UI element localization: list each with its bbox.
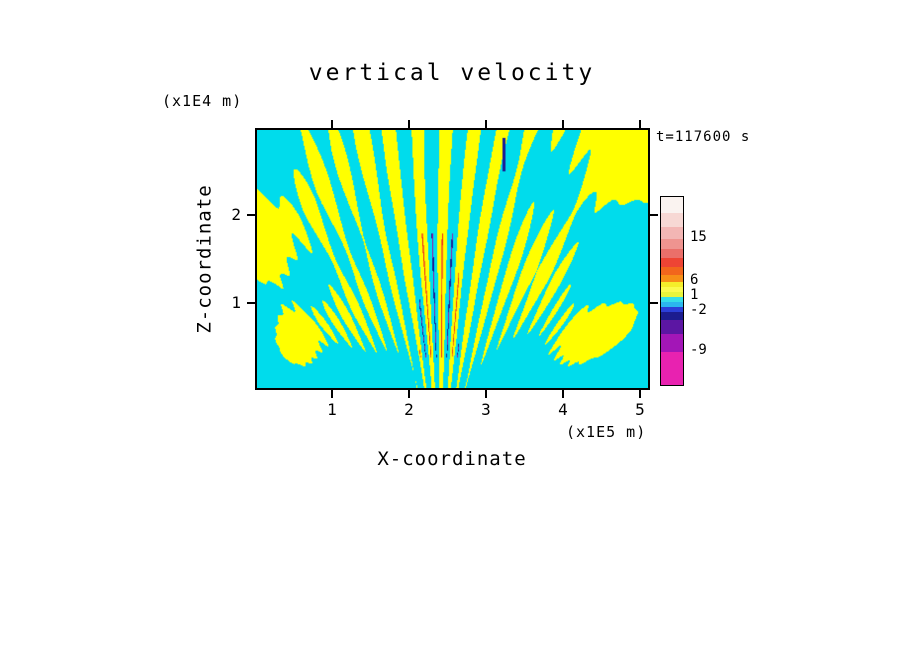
colorbar-segment (661, 307, 683, 312)
x-tick-top (638, 120, 641, 128)
colorbar-segment (661, 267, 683, 275)
chart-title: vertical velocity (308, 60, 596, 86)
y-tick-left (247, 214, 255, 217)
plot-area (255, 128, 650, 390)
y-axis-unit: (x1E4 m) (162, 92, 243, 110)
x-tick-top (330, 120, 333, 128)
x-tick-top (407, 120, 410, 128)
y-tick-left (247, 301, 255, 304)
colorbar-segment (661, 292, 683, 297)
colorbar-segment (661, 282, 683, 287)
colorbar-segment (661, 334, 683, 352)
y-tick-label: 1 (231, 292, 241, 312)
colorbar-segment (661, 302, 683, 307)
x-tick-bottom (561, 390, 564, 398)
y-tick-right (650, 214, 658, 217)
colorbar-segment (661, 320, 683, 334)
colorbar-level-label: -9 (690, 342, 707, 358)
x-tick-label: 1 (327, 400, 337, 419)
colorbar-level-label: 6 (690, 272, 699, 288)
colorbar-segment (661, 249, 683, 258)
x-tick-bottom (407, 390, 410, 398)
x-tick-label: 4 (558, 400, 568, 419)
colorbar-level-label: 15 (690, 229, 707, 245)
colorbar-segment (661, 213, 683, 227)
colorbar-segment (661, 227, 683, 239)
colorbar-segment (661, 275, 683, 282)
y-tick-right (650, 301, 658, 304)
x-tick-top (561, 120, 564, 128)
y-tick-label: 2 (231, 205, 241, 225)
colorbar-segment (661, 197, 683, 213)
colorbar (660, 196, 684, 386)
colorbar-level-label: -2 (690, 302, 707, 318)
x-tick-bottom (484, 390, 487, 398)
y-axis-label: Z-coordinate (188, 128, 222, 390)
colorbar-level-label: 1 (690, 287, 699, 303)
colorbar-segment (661, 312, 683, 320)
velocity-field-heatmap (257, 130, 648, 388)
y-axis-label-text: Z-coordinate (194, 184, 216, 334)
colorbar-segment (661, 239, 683, 249)
colorbar-segment (661, 352, 683, 385)
x-axis-label: X-coordinate (377, 448, 527, 470)
x-axis-unit: (x1E5 m) (566, 423, 647, 441)
colorbar-segment (661, 287, 683, 292)
x-tick-label: 2 (404, 400, 414, 419)
timestamp-annotation: t=117600 s (656, 129, 751, 145)
x-tick-top (484, 120, 487, 128)
colorbar-segment (661, 258, 683, 267)
x-tick-label: 5 (635, 400, 645, 419)
colorbar-segment (661, 297, 683, 302)
x-tick-bottom (638, 390, 641, 398)
x-tick-label: 3 (481, 400, 491, 419)
x-tick-bottom (330, 390, 333, 398)
